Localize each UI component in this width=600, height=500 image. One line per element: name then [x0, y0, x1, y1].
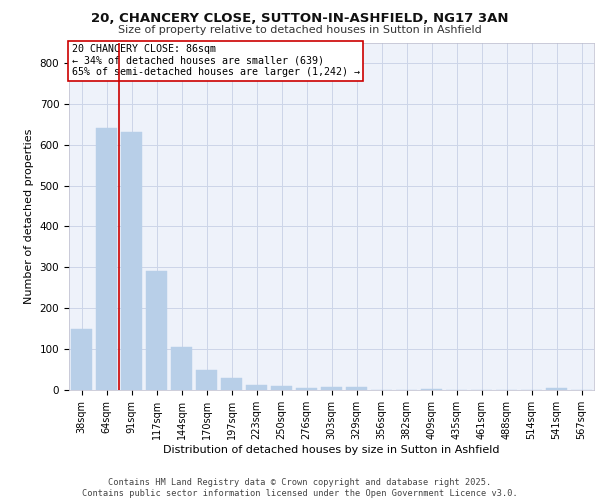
Y-axis label: Number of detached properties: Number of detached properties	[24, 128, 34, 304]
Bar	[321, 386, 342, 390]
Bar	[296, 388, 317, 390]
Bar	[121, 132, 142, 390]
Bar	[421, 389, 442, 390]
Bar	[96, 128, 117, 390]
Bar	[246, 385, 267, 390]
Bar	[546, 388, 567, 390]
Text: 20 CHANCERY CLOSE: 86sqm
← 34% of detached houses are smaller (639)
65% of semi-: 20 CHANCERY CLOSE: 86sqm ← 34% of detach…	[71, 44, 359, 78]
Text: Contains HM Land Registry data © Crown copyright and database right 2025.
Contai: Contains HM Land Registry data © Crown c…	[82, 478, 518, 498]
Bar	[71, 328, 92, 390]
Text: 20, CHANCERY CLOSE, SUTTON-IN-ASHFIELD, NG17 3AN: 20, CHANCERY CLOSE, SUTTON-IN-ASHFIELD, …	[91, 12, 509, 26]
X-axis label: Distribution of detached houses by size in Sutton in Ashfield: Distribution of detached houses by size …	[163, 444, 500, 454]
Bar	[221, 378, 242, 390]
Bar	[271, 386, 292, 390]
Bar	[171, 347, 192, 390]
Bar	[346, 386, 367, 390]
Bar	[146, 272, 167, 390]
Text: Size of property relative to detached houses in Sutton in Ashfield: Size of property relative to detached ho…	[118, 25, 482, 35]
Bar	[196, 370, 217, 390]
